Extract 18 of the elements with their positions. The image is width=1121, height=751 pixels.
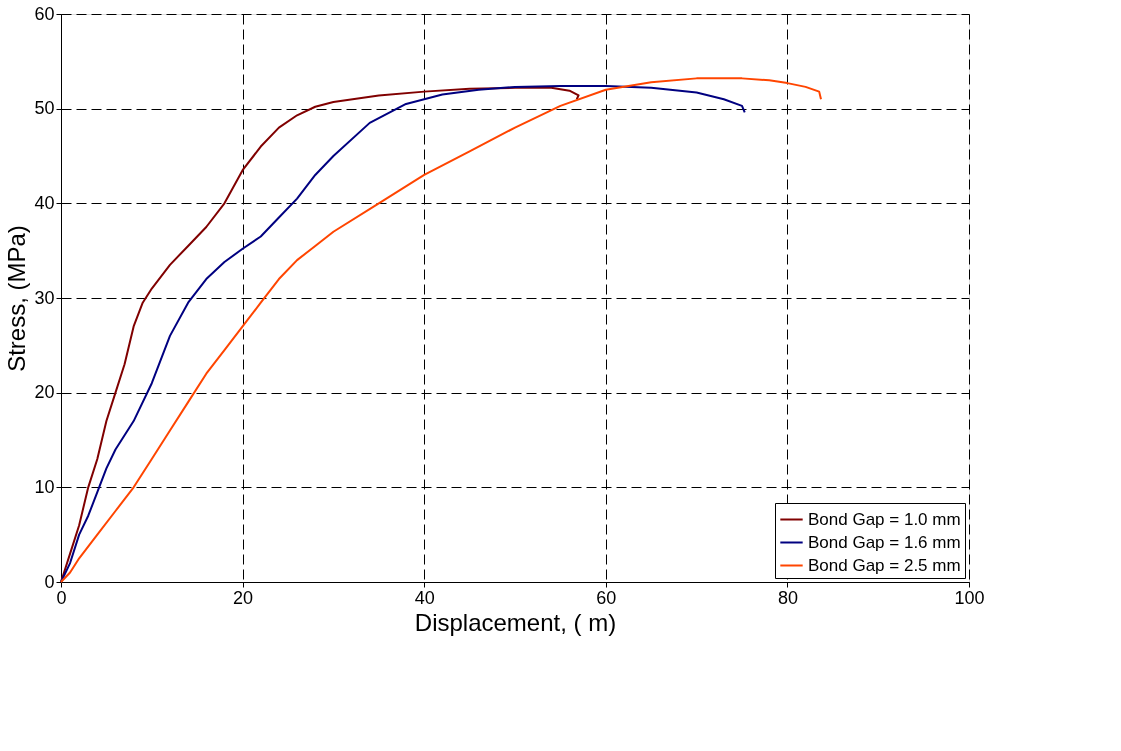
x-tick-label: 20 [233,587,254,608]
y-tick-label: 0 [44,571,55,592]
x-tick-label: 100 [954,587,985,608]
legend-label: Bond Gap = 1.6 mm [808,532,961,552]
legend-label: Bond Gap = 1.0 mm [808,509,961,529]
y-axis-title: Stress, (MPa) [3,225,31,372]
y-tick-label: 50 [34,98,55,119]
y-tick-label: 20 [34,382,55,403]
x-tick-label: 60 [596,587,617,608]
x-tick-label: 40 [414,587,435,608]
y-tick-label: 30 [34,287,55,308]
x-tick-label: 80 [777,587,798,608]
legend-label: Bond Gap = 2.5 mm [808,555,961,575]
y-tick-label: 60 [34,3,55,24]
x-axis-title: Displacement, ( m) [414,608,617,636]
y-tick-label: 10 [34,476,55,497]
y-tick-label: 40 [34,192,55,213]
line-series [60,86,580,583]
